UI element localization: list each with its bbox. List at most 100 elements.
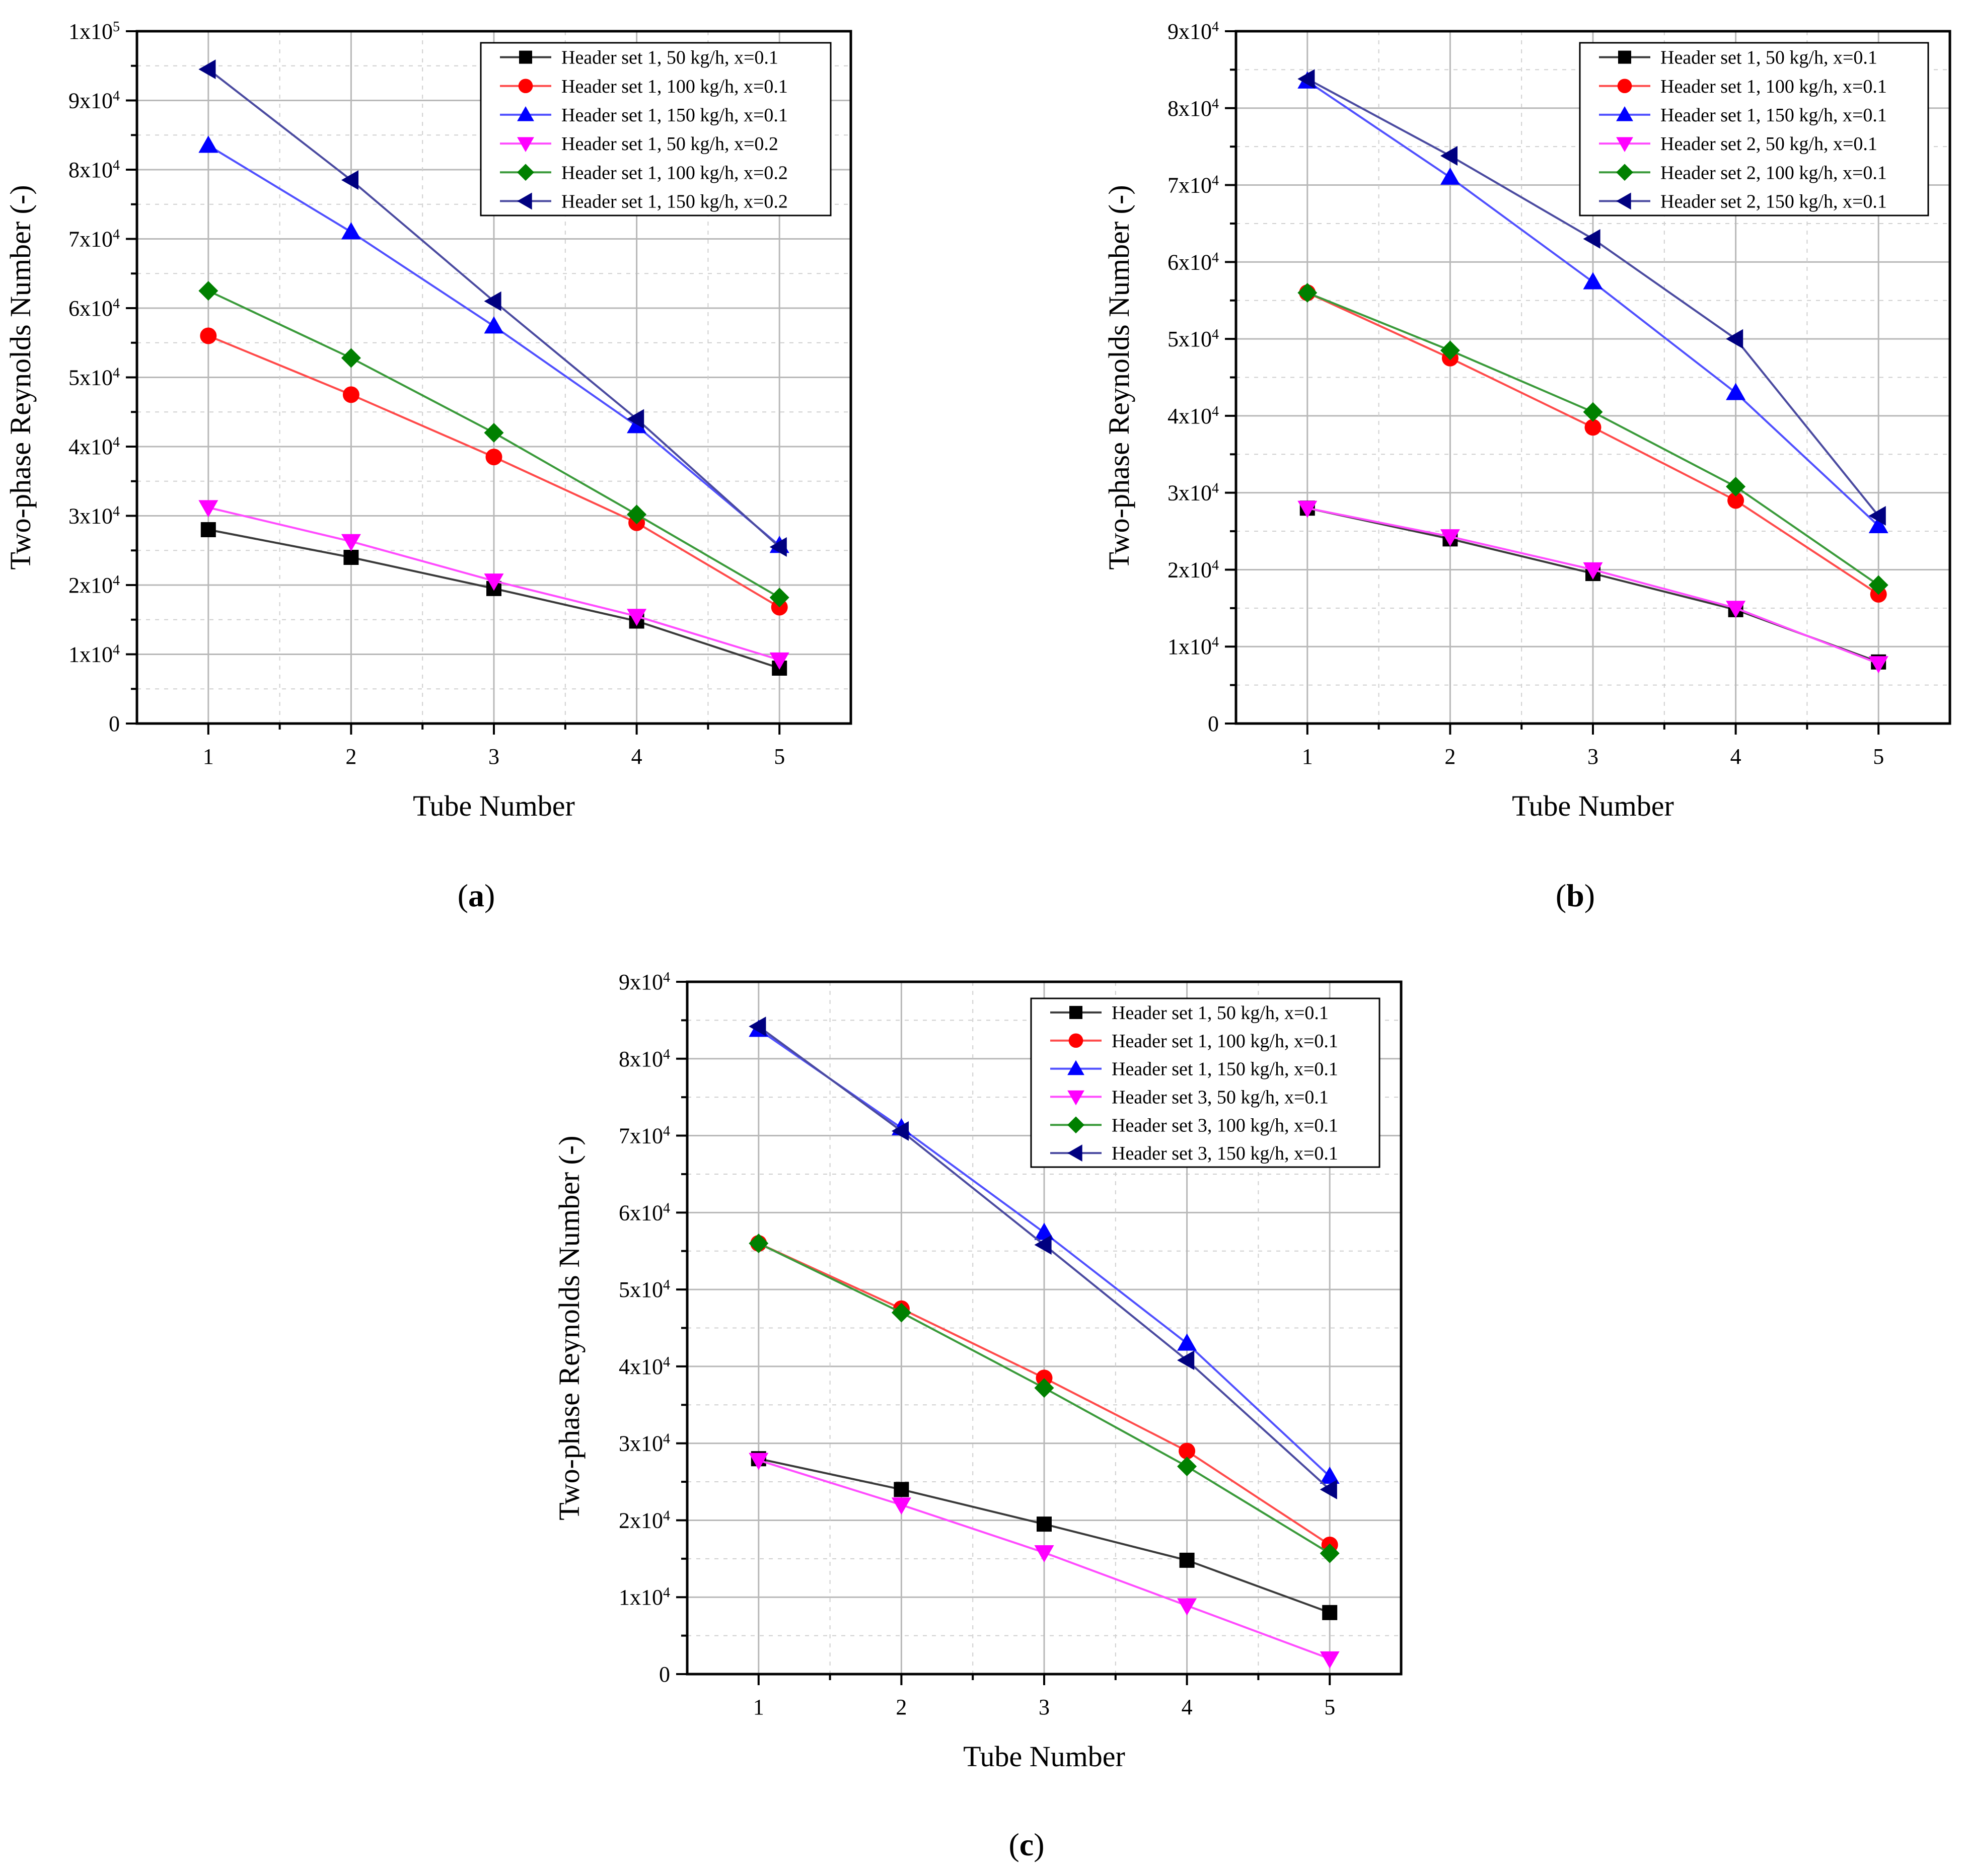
data-point	[485, 449, 502, 466]
legend-marker	[1069, 1005, 1082, 1019]
legend-marker	[517, 192, 532, 210]
data-point	[1868, 656, 1888, 674]
data-point	[1726, 601, 1746, 618]
legend-marker	[1067, 1060, 1084, 1075]
legend: Header set 1, 50 kg/h, x=0.1 Header set 1…	[480, 42, 832, 217]
data-point	[1584, 419, 1601, 436]
data-point	[627, 416, 647, 434]
data-point	[1320, 1651, 1340, 1669]
y-axis-title: Two-phase Reynolds Number (-)	[1103, 185, 1135, 569]
series-6	[198, 59, 787, 557]
data-point	[749, 1233, 769, 1253]
y-tick-label: 6x104	[619, 1200, 670, 1225]
data-point	[769, 588, 789, 608]
data-point	[749, 1453, 769, 1470]
legend-marker	[1616, 192, 1631, 210]
data-point	[341, 534, 361, 551]
data-point	[1297, 282, 1318, 303]
x-tick-label: 4	[1730, 744, 1741, 769]
panel-label: (c)	[1008, 1827, 1044, 1862]
legend-entry: Header set 1, 150 kg/h, x=0.1	[1599, 105, 1887, 126]
data-point	[1726, 476, 1746, 496]
legend: Header set 1, 50 kg/h, x=0.1 Header set 1…	[1030, 997, 1380, 1168]
y-tick-label: 9x104	[619, 970, 670, 995]
series-4	[1297, 500, 1888, 674]
data-point	[1440, 146, 1458, 166]
data-point	[198, 500, 218, 518]
legend-label: Header set 2, 50 kg/h, x=0.1	[1660, 133, 1877, 155]
data-point	[200, 327, 217, 344]
x-tick-label: 5	[774, 744, 785, 769]
y-tick-label: 7x104	[1168, 173, 1219, 198]
chart-panel-b: 0 1x104 2x104 3x104 4x104 5x104 6x104 7x104 8x10…	[1103, 19, 1951, 913]
legend-marker	[1618, 50, 1631, 64]
data-point	[1034, 1222, 1054, 1240]
legend-label: Header set 1, 150 kg/h, x=0.1	[1660, 105, 1887, 126]
legend-entry: Header set 3, 50 kg/h, x=0.1	[1050, 1087, 1329, 1108]
legend-label: Header set 1, 100 kg/h, x=0.1	[561, 76, 788, 97]
x-axis-title: Tube Number	[963, 1740, 1125, 1773]
data-point	[1034, 1235, 1052, 1255]
legend-label: Header set 3, 150 kg/h, x=0.1	[1112, 1143, 1338, 1164]
legend-entry: Header set 1, 50 kg/h, x=0.1	[1050, 1002, 1329, 1024]
series-6	[749, 1017, 1337, 1499]
x-axis-title: Tube Number	[1512, 789, 1674, 822]
data-point	[769, 652, 789, 670]
legend-entry: Header set 1, 150 kg/h, x=0.1	[500, 105, 788, 126]
series-4	[749, 1453, 1340, 1669]
y-tick-label: 8x104	[619, 1046, 670, 1071]
y-tick-label: 1x104	[619, 1585, 670, 1610]
y-tick-label: 0	[659, 1662, 670, 1687]
data-point	[1177, 1350, 1195, 1370]
y-tick-label: 2x104	[619, 1508, 670, 1533]
data-point	[1034, 1545, 1054, 1563]
legend-marker	[517, 137, 534, 152]
legend-entry: Header set 1, 100 kg/h, x=0.1	[1599, 76, 1887, 97]
y-tick-label: 9x104	[68, 88, 120, 113]
data-point	[1583, 562, 1603, 580]
y-tick-label: 8x104	[1168, 96, 1219, 121]
y-tick-label: 2x104	[68, 573, 120, 598]
ticks	[1225, 30, 1880, 735]
legend-marker	[517, 106, 534, 121]
data-point	[1868, 575, 1888, 595]
x-tick-label: 3	[1587, 744, 1598, 769]
x-tick-label: 2	[896, 1695, 907, 1719]
y-tick-label: 7x104	[619, 1123, 670, 1148]
data-point	[1320, 1543, 1340, 1563]
legend-entry: Header set 1, 50 kg/h, x=0.2	[500, 133, 778, 155]
x-tick-label: 1	[753, 1695, 764, 1719]
y-tick-label: 7x104	[68, 227, 120, 252]
legend-entry: Header set 1, 50 kg/h, x=0.1	[1599, 47, 1877, 68]
legend-label: Header set 1, 150 kg/h, x=0.1	[1112, 1059, 1338, 1080]
x-tick-label: 5	[1873, 744, 1884, 769]
y-tick-label: 0	[1208, 711, 1219, 736]
y-tick-label: 4x104	[68, 435, 120, 460]
legend-entry: Header set 1, 50 kg/h, x=0.1	[500, 47, 778, 68]
x-tick-label: 1	[203, 744, 214, 769]
y-tick-label: 3x104	[619, 1431, 670, 1456]
panel-label: (a)	[458, 878, 495, 913]
legend-label: Header set 3, 100 kg/h, x=0.1	[1112, 1115, 1338, 1136]
x-tick-label: 5	[1324, 1695, 1335, 1719]
data-point	[627, 504, 647, 525]
data-point	[749, 1017, 766, 1037]
legend-label: Header set 3, 50 kg/h, x=0.1	[1112, 1087, 1329, 1108]
ticks	[676, 981, 1331, 1685]
y-tick-label: 5x104	[619, 1277, 670, 1303]
data-point	[627, 409, 644, 429]
data-point	[484, 573, 504, 591]
y-tick-label: 8x104	[68, 158, 120, 183]
legend-box	[480, 42, 832, 217]
legend-label: Header set 1, 50 kg/h, x=0.1	[1112, 1002, 1329, 1024]
legend-label: Header set 1, 100 kg/h, x=0.1	[1660, 76, 1887, 97]
y-tick-label: 6x104	[68, 296, 120, 321]
data-point	[1179, 1552, 1195, 1568]
y-tick-label: 6x104	[1168, 250, 1219, 275]
data-point	[1036, 1369, 1053, 1387]
data-point	[198, 59, 216, 80]
chart-panel-a: 0 1x104 2x104 3x104 4x104 5x104 6x104 7x104 8x10…	[4, 19, 852, 913]
data-point	[1177, 1333, 1197, 1351]
data-point	[1297, 500, 1318, 518]
